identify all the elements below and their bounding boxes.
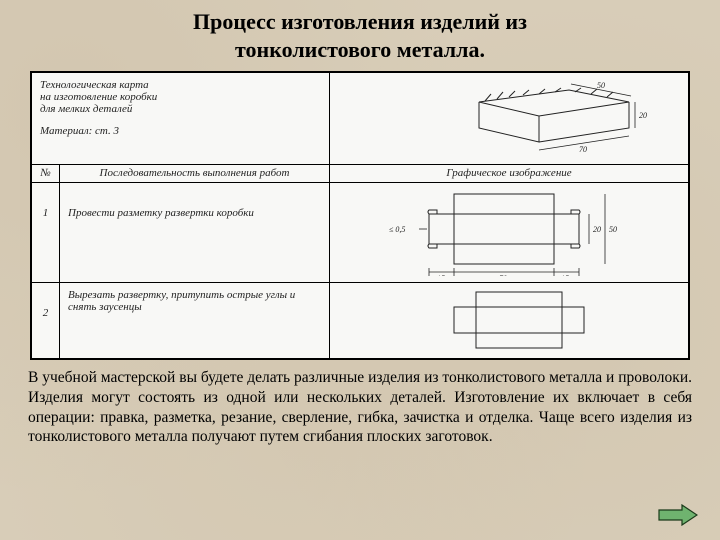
row2-num: 2 [32, 283, 60, 359]
col-num: № [32, 165, 60, 183]
svg-text:20: 20 [639, 111, 647, 120]
title-line-2: тонколистового металла. [235, 37, 485, 62]
row1-text: Провести разметку развертки коробки [68, 207, 321, 219]
body-paragraph: В учебной мастерской вы будете делать ра… [28, 368, 692, 447]
material-label: Материал: ст. 3 [40, 125, 321, 137]
svg-text:≤ 0,5: ≤ 0,5 [389, 225, 405, 234]
card-title-3: для мелких деталей [40, 103, 321, 115]
tech-card: Технологическая карта на изготовление ко… [30, 71, 690, 360]
svg-text:50: 50 [609, 225, 617, 234]
row1-num: 1 [32, 183, 60, 283]
cut-pattern-sketch [334, 286, 674, 352]
col-seq: Последовательность выполнения работ [60, 165, 330, 183]
row2-text: Вырезать развертку, притупить острые угл… [68, 289, 321, 313]
card-title-1: Технологическая карта [40, 79, 321, 91]
svg-text:70: 70 [499, 274, 507, 276]
box-3d-sketch: 70 20 50 [334, 76, 674, 158]
svg-text:20: 20 [593, 225, 601, 234]
title-line-1: Процесс изготовления изделий из [193, 9, 527, 34]
svg-text:70: 70 [579, 145, 587, 154]
svg-text:50: 50 [597, 81, 605, 90]
flat-pattern-sketch: ≤ 0,5 15 70 15 20 50 [334, 186, 674, 276]
card-title-2: на изготовление коробки [40, 91, 321, 103]
svg-text:15: 15 [437, 274, 445, 276]
svg-text:15: 15 [561, 274, 569, 276]
next-arrow-button[interactable] [658, 504, 698, 526]
col-graphic: Графическое изображение [330, 165, 689, 183]
